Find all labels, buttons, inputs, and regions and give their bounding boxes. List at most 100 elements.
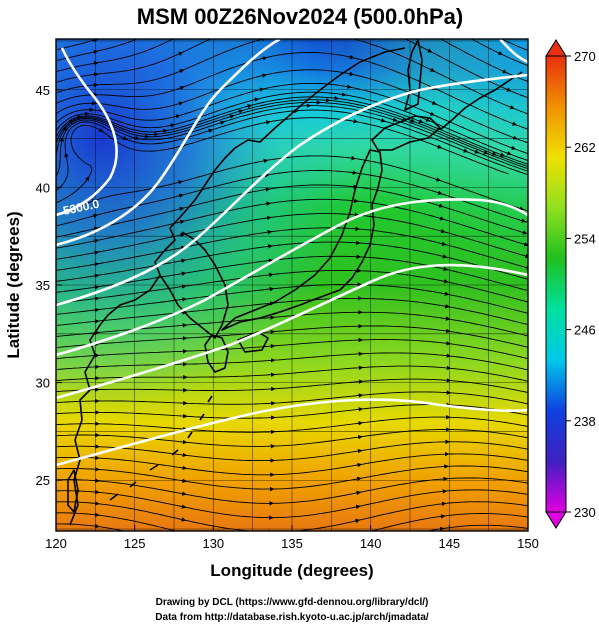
streamline-arrow	[91, 199, 97, 204]
streamline-arrow	[59, 136, 64, 142]
streamline-arrow	[181, 258, 186, 263]
streamline-arrow	[437, 190, 443, 195]
streamline-arrow	[429, 67, 435, 72]
streamline-arrow	[162, 128, 168, 134]
streamline-arrow	[436, 566, 440, 567]
streamline-arrow	[266, 215, 272, 221]
streamline-arrow	[265, 187, 271, 192]
streamline-arrow	[499, 152, 505, 157]
streamline	[56, 91, 528, 162]
streamline-arrow	[506, 151, 512, 156]
streamline	[56, 501, 528, 531]
streamline	[56, 241, 528, 282]
streamline-arrow	[463, 148, 469, 153]
streamline	[56, 39, 528, 99]
streamline-arrow	[346, 84, 352, 89]
streamline-arrow	[352, 170, 358, 175]
streamline-arrow	[429, 111, 435, 116]
x-tick-label: 140	[360, 536, 382, 551]
streamline	[56, 378, 528, 394]
streamline-arrow	[356, 476, 362, 482]
streamline-arrow	[254, 97, 260, 102]
x-tick-label: 130	[202, 536, 224, 551]
streamline-arrow	[355, 518, 361, 524]
streamline	[56, 523, 528, 531]
streamline	[56, 198, 528, 249]
y-tick-label: 45	[36, 83, 50, 98]
y-axis-ticks: 25 30 35 40 45	[36, 83, 62, 488]
streamline-arrow	[180, 571, 184, 572]
streamline-arrow	[431, 100, 437, 105]
streamline-arrow	[351, 155, 356, 161]
streamline-arrow	[352, 591, 356, 592]
streamline-arrow	[427, 48, 433, 53]
streamline-arrow	[357, 434, 363, 440]
streamline-arrow	[341, 92, 347, 97]
height-contours	[56, 39, 528, 467]
streamline	[56, 105, 528, 178]
coastline-korea	[159, 231, 229, 339]
streamline-arrow	[495, 35, 499, 37]
streamline-arrow	[519, 206, 525, 211]
streamline-arrow	[265, 120, 271, 125]
streamline-arrow	[64, 152, 69, 158]
streamline-arrow	[511, 145, 517, 150]
streamline-arrow	[180, 558, 184, 559]
streamline	[56, 489, 528, 519]
contour-line	[56, 263, 528, 400]
streamline-arrow	[392, 117, 398, 122]
streamline-arrow	[358, 421, 363, 426]
contour-line	[56, 39, 281, 247]
streamline-arrow	[440, 514, 446, 519]
streamline-arrow	[181, 271, 187, 276]
x-tick-label: 120	[45, 536, 67, 551]
contour-line	[56, 398, 528, 467]
x-tick-label: 125	[124, 536, 146, 551]
streamline-arrow	[179, 219, 185, 225]
streamline-arrow	[446, 341, 451, 346]
streamline-arrow	[266, 201, 271, 206]
streamline-arrow	[512, 135, 518, 140]
streamline-arrow	[526, 265, 528, 270]
colorbar-tick-label: 230	[574, 505, 596, 520]
x-tick-label: 150	[517, 536, 539, 551]
streamline-arrow	[181, 284, 187, 289]
streamline	[56, 52, 528, 130]
streamline-arrow	[122, 135, 128, 141]
streamline-arrow	[94, 262, 100, 267]
streamline	[56, 109, 528, 192]
streamline-arrow	[357, 448, 363, 454]
streamline-arrow	[181, 517, 187, 522]
streamline	[56, 325, 528, 348]
streamline-arrow	[93, 72, 99, 77]
streamline	[56, 297, 528, 326]
streamline-arrow	[445, 316, 451, 321]
streamline-arrow	[355, 504, 361, 510]
streamline-arrow	[95, 538, 99, 539]
y-tick-label: 25	[36, 473, 50, 488]
streamline-arrow	[68, 119, 74, 125]
streamline-arrow	[178, 101, 184, 106]
streamline-arrow	[443, 266, 449, 272]
credit-drawing: Drawing by DCL (https://www.gfd-dennou.o…	[156, 597, 429, 608]
streamline-arrow	[441, 241, 447, 246]
streamline-arrow	[439, 526, 445, 531]
streamline-arrow	[483, 150, 489, 155]
streamline	[56, 117, 509, 204]
streamline-arrow	[94, 296, 100, 301]
streamline-arrow	[410, 118, 416, 123]
streamline-arrow	[440, 228, 446, 234]
streamline	[56, 429, 528, 447]
streamline-arrow	[182, 478, 187, 483]
streamline-arrow	[95, 572, 99, 573]
streamline	[56, 453, 528, 476]
x-axis-label: Longitude (degrees)	[210, 561, 373, 580]
streamline-arrow	[77, 114, 83, 120]
streamline-arrow	[438, 203, 444, 208]
streamline-arrow	[438, 554, 442, 555]
x-axis-ticks: 120 125 130 135 140 145 150	[45, 525, 539, 551]
streamline-arrow	[442, 254, 448, 259]
coastline-kyushu	[204, 334, 229, 373]
streamline-arrow	[491, 151, 497, 156]
streamline-arrow	[182, 465, 188, 471]
